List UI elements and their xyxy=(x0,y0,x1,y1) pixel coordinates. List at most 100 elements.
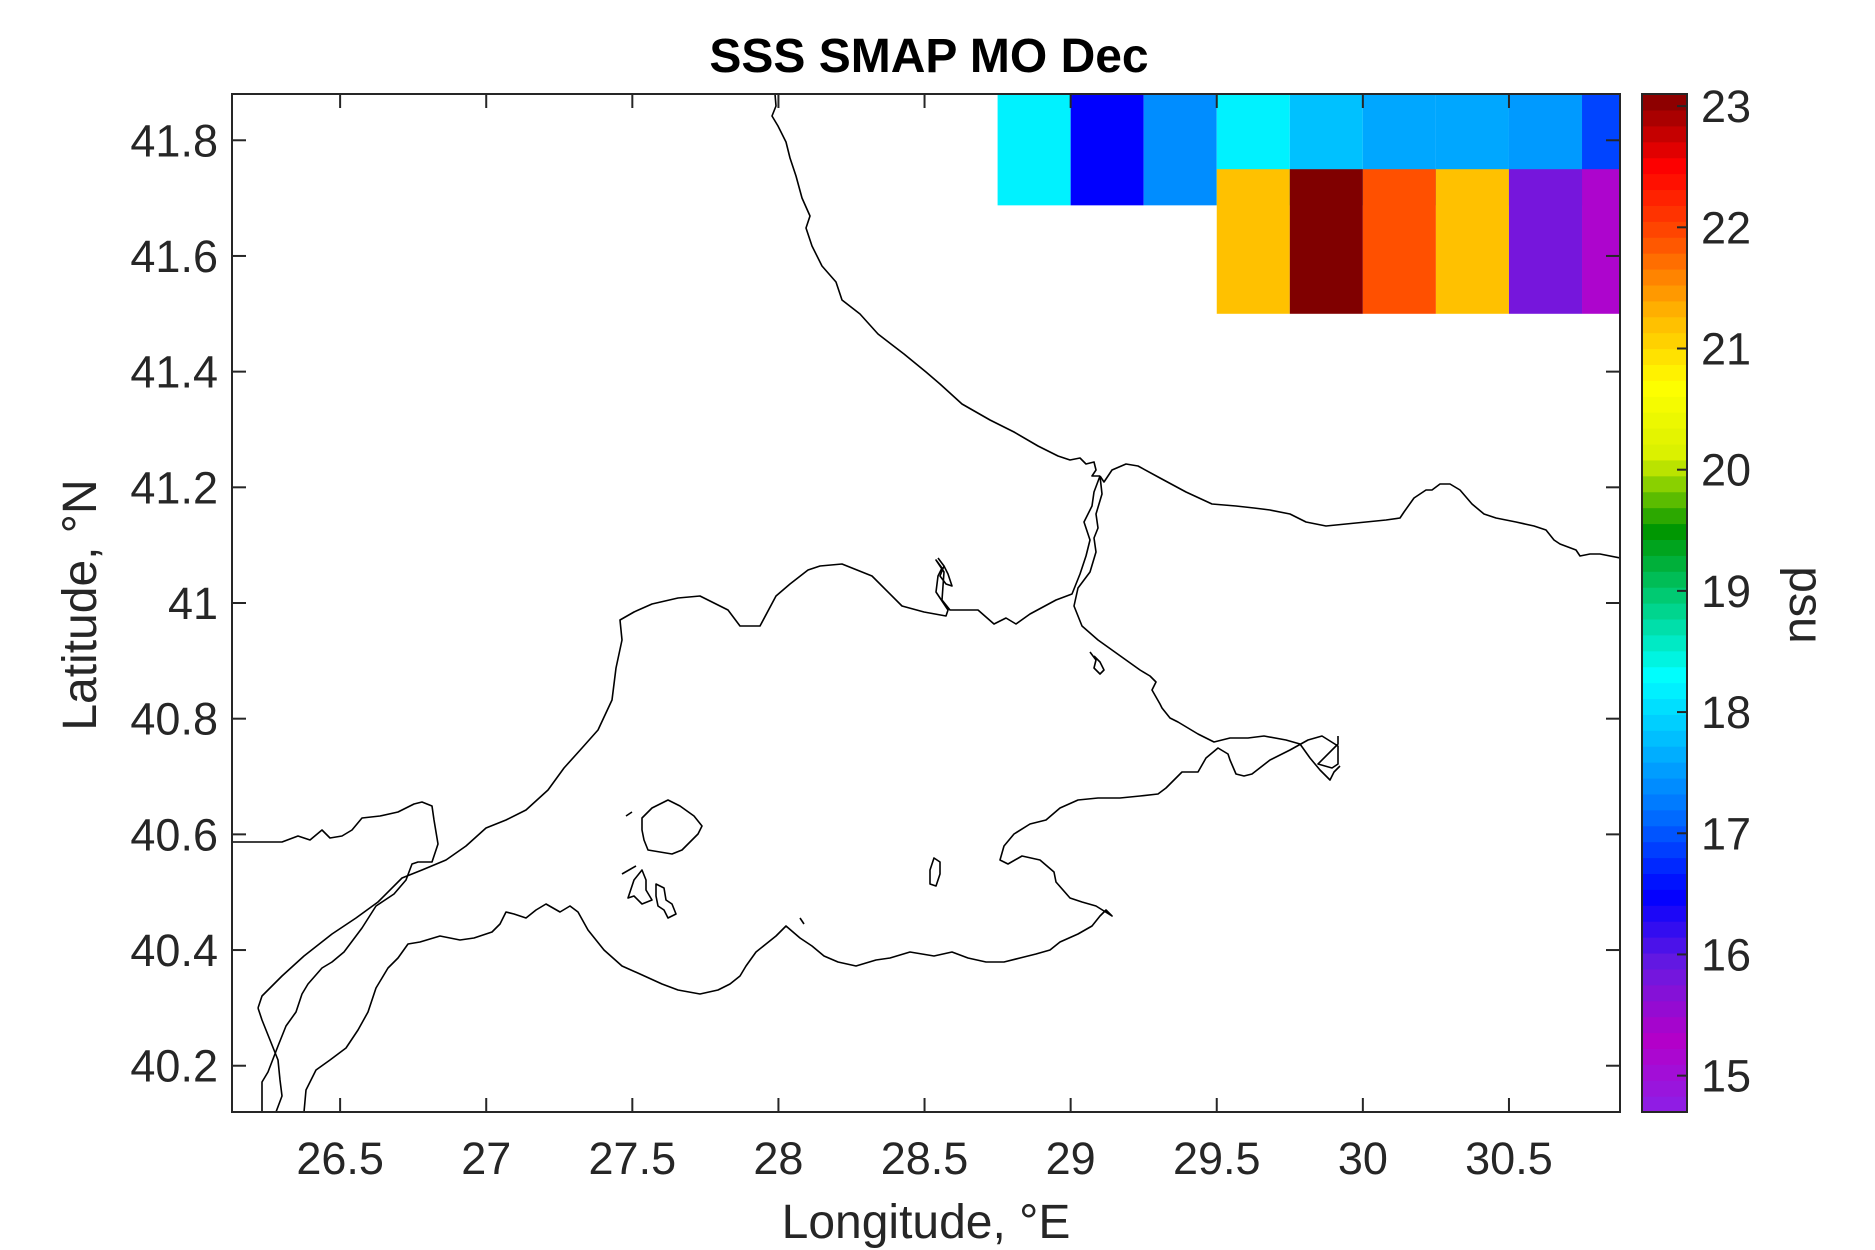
coastline-gelibolu xyxy=(257,1007,283,1112)
plot-title: SSS SMAP MO Dec xyxy=(709,30,1148,83)
colorbar-tick-label: 15 xyxy=(1701,1051,1751,1102)
salinity-cell xyxy=(1143,94,1217,206)
colorbar-band xyxy=(1642,825,1687,843)
colorbar-band xyxy=(1642,141,1687,159)
salinity-cell xyxy=(1582,169,1620,314)
colorbar-band xyxy=(1642,125,1687,143)
salinity-cell xyxy=(1362,169,1436,314)
y-tick-label: 40.4 xyxy=(130,925,218,976)
colorbar-band xyxy=(1642,682,1687,700)
colorbar-tick-label: 16 xyxy=(1701,929,1751,980)
colorbar-band xyxy=(1642,968,1687,986)
coastline-izmit-bay xyxy=(1073,475,1341,781)
x-tick-label: 27.5 xyxy=(589,1133,677,1184)
colorbar-band xyxy=(1642,746,1687,763)
x-tick-label: 27 xyxy=(461,1133,511,1184)
colorbar-band xyxy=(1642,173,1687,191)
colorbar-band xyxy=(1642,300,1687,318)
colorbar-band xyxy=(1642,952,1687,970)
colorbar-band xyxy=(1642,205,1687,222)
colorbar-band xyxy=(1642,1016,1687,1034)
y-tick-label: 40.6 xyxy=(130,809,218,860)
colorbar-band xyxy=(1642,380,1687,397)
colorbar-band xyxy=(1642,332,1687,350)
colorbar-band xyxy=(1642,666,1687,684)
colorbar-band xyxy=(1642,809,1687,827)
colorbar-band xyxy=(1642,555,1687,572)
y-tick-label: 40.8 xyxy=(130,694,218,745)
colorbar-band xyxy=(1642,603,1687,620)
colorbar-band xyxy=(1642,650,1687,668)
x-tick-label: 29.5 xyxy=(1173,1133,1261,1184)
islet-east xyxy=(799,917,805,925)
coastline-marmara-south xyxy=(303,735,1339,1112)
coastlines xyxy=(232,94,1620,1112)
colorbar-tick-label: 21 xyxy=(1701,324,1751,375)
salinity-cell xyxy=(1216,169,1290,314)
colorbar-band xyxy=(1642,348,1687,366)
colorbar-ticks: 15 16 17 18 19 20 21 22 23 xyxy=(1677,81,1751,1102)
colorbar-tick-label: 17 xyxy=(1701,808,1751,859)
x-axis-ticks: 26.5 27 27.5 28 28.5 29 29.5 30 30.5 xyxy=(296,94,1553,1184)
y-tick-label: 41 xyxy=(168,578,218,629)
colorbar: 15 16 17 18 19 20 21 22 23 psu xyxy=(1641,81,1832,1113)
x-tick-label: 28 xyxy=(753,1133,803,1184)
colorbar-band xyxy=(1642,268,1687,286)
colorbar-band xyxy=(1642,889,1687,906)
colorbar-tick-label: 23 xyxy=(1701,81,1751,132)
y-tick-label: 41.8 xyxy=(130,115,218,166)
marmara-island xyxy=(641,799,703,855)
salinity-cell xyxy=(1508,169,1583,314)
colorbar-band xyxy=(1642,412,1687,429)
colorbar-band xyxy=(1642,491,1687,509)
x-tick-label: 26.5 xyxy=(296,1133,384,1184)
colorbar-band xyxy=(1642,634,1687,652)
x-tick-label: 29 xyxy=(1046,1133,1096,1184)
colorbar-tick-label: 22 xyxy=(1701,202,1751,253)
colorbar-band xyxy=(1642,157,1687,175)
colorbar-band xyxy=(1642,1096,1687,1113)
colorbar-band xyxy=(1642,109,1687,127)
colorbar-label: psu xyxy=(1779,566,1832,643)
colorbar-gradient xyxy=(1642,94,1687,1113)
colorbar-band xyxy=(1642,587,1687,604)
colorbar-band xyxy=(1642,793,1687,811)
colorbar-band xyxy=(1642,1032,1687,1049)
colorbar-band xyxy=(1642,523,1687,540)
colorbar-band xyxy=(1642,221,1687,238)
colorbar-band xyxy=(1642,762,1687,779)
colorbar-band xyxy=(1642,475,1687,493)
coastline-bosphorus-west xyxy=(257,475,1101,1009)
princes-islands xyxy=(1089,651,1105,675)
colorbar-band xyxy=(1642,618,1687,636)
islet-north xyxy=(937,557,953,587)
colorbar-band xyxy=(1642,714,1687,731)
salinity-cell xyxy=(1435,169,1509,314)
colorbar-band xyxy=(1642,857,1687,875)
colorbar-band xyxy=(1642,364,1687,381)
x-tick-label: 28.5 xyxy=(881,1133,969,1184)
islet-south xyxy=(621,865,637,875)
colorbar-band xyxy=(1642,253,1687,270)
colorbar-band xyxy=(1642,698,1687,715)
colorbar-band xyxy=(1642,571,1687,588)
coastline-bosphorus-east xyxy=(1099,463,1620,559)
salinity-cell xyxy=(1289,169,1363,314)
colorbar-band xyxy=(1642,984,1687,1002)
colorbar-tick-label: 20 xyxy=(1701,445,1751,496)
y-tick-label: 40.2 xyxy=(130,1041,218,1092)
colorbar-band xyxy=(1642,443,1687,461)
colorbar-band xyxy=(1642,396,1687,413)
colorbar-band xyxy=(1642,459,1687,477)
colorbar-band xyxy=(1642,873,1687,890)
pasalimani-island xyxy=(655,883,677,919)
colorbar-band xyxy=(1642,428,1687,445)
colorbar-band xyxy=(1642,1048,1687,1065)
salinity-cell xyxy=(997,94,1071,206)
colorbar-band xyxy=(1642,237,1687,254)
colorbar-band xyxy=(1642,189,1687,206)
colorbar-band xyxy=(1642,730,1687,747)
islet-west xyxy=(625,811,633,817)
y-axis-ticks: 40.2 40.4 40.6 40.8 41 41.2 41.4 41.6 41.8 xyxy=(130,115,1620,1092)
